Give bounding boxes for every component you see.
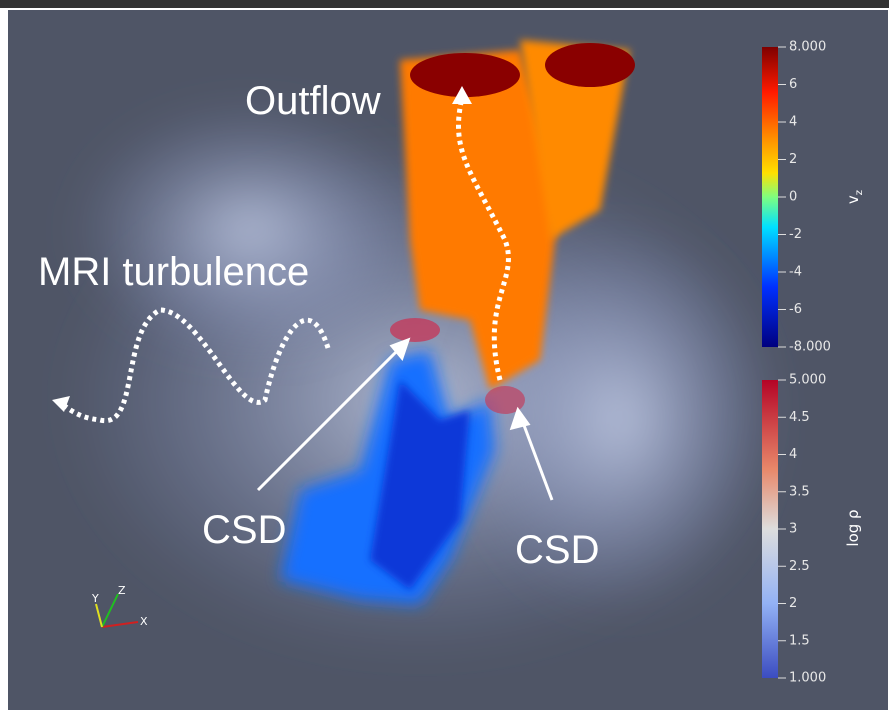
tick-label: -4 <box>789 265 802 280</box>
outflow-label: Outflow <box>245 79 381 123</box>
tick-label: -8.000 <box>789 340 831 355</box>
colorbar-title: log ρ <box>844 509 862 546</box>
axis-label: Y <box>91 592 99 605</box>
tick-label: 8.000 <box>789 40 826 55</box>
tick-label: 0 <box>789 190 797 205</box>
tick-label: -2 <box>789 227 802 242</box>
symbol: v <box>844 195 862 204</box>
axis-label: X <box>140 615 148 628</box>
mri-label: MRI turbulence <box>38 250 309 294</box>
tick-label: 2.5 <box>789 559 810 574</box>
tick-label: 4 <box>789 115 797 130</box>
subscript: z <box>854 190 865 195</box>
tick-label: 2 <box>789 152 797 167</box>
tick-label: 3 <box>789 522 797 537</box>
tick-label: 2 <box>789 596 797 611</box>
tick-label: 3.5 <box>789 484 810 499</box>
tick-label: 4.5 <box>789 410 810 425</box>
csd-label: CSD <box>515 528 599 572</box>
csd-label: CSD <box>202 508 286 552</box>
colorbar <box>762 380 778 678</box>
visualization: Outflow MRI turbulence CSD CSD X Y Z vz … <box>0 0 889 711</box>
tick-label: -6 <box>789 302 802 317</box>
tick-label: 6 <box>789 77 797 92</box>
tick-label: 5.000 <box>789 373 826 388</box>
colorbar <box>762 47 778 347</box>
axis-label: Z <box>118 584 126 597</box>
tick-label: 1.000 <box>789 671 826 686</box>
top-strip <box>0 0 889 8</box>
tick-label: 4 <box>789 447 797 462</box>
tick-label: 1.5 <box>789 633 810 648</box>
